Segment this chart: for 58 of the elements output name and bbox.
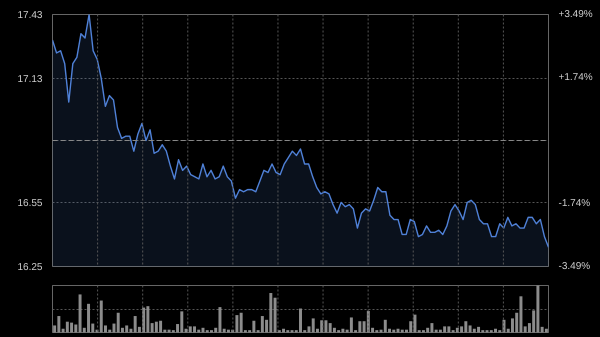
bar [282, 328, 286, 332]
bar [299, 308, 302, 332]
bar [168, 330, 171, 332]
bar [472, 328, 476, 332]
bar [430, 323, 434, 332]
bar [134, 316, 137, 332]
bar [494, 328, 497, 332]
bar [320, 320, 324, 332]
bar [464, 321, 468, 332]
bar [70, 322, 74, 332]
bar [235, 315, 238, 332]
bar [125, 325, 128, 332]
bar [193, 326, 196, 332]
bar [252, 320, 256, 332]
bar [468, 325, 472, 332]
y2-tick-label: -3.49% [558, 261, 590, 272]
y-tick-label: 16.25 [17, 262, 43, 273]
bar [392, 330, 396, 332]
bar [341, 328, 344, 332]
bar [197, 330, 200, 332]
bar [400, 330, 404, 332]
y-tick-label: 16.55 [17, 198, 43, 209]
bar [260, 316, 264, 332]
y-tick-label: 17.43 [17, 10, 43, 21]
bar [154, 322, 158, 332]
bar [438, 330, 442, 332]
bar [324, 320, 328, 332]
bar [218, 307, 222, 332]
y2-tick-label: +1.74% [558, 72, 593, 84]
bar [396, 328, 400, 332]
bar [447, 326, 450, 332]
bar [443, 326, 446, 332]
bar [350, 317, 353, 332]
bar [312, 318, 315, 332]
bar [159, 320, 162, 332]
y-tick-label: 17.13 [17, 74, 43, 86]
y2-tick-label: -1.74% [558, 198, 590, 209]
bar [269, 293, 272, 332]
bar [519, 296, 522, 332]
bar [358, 321, 362, 332]
bar [544, 328, 548, 332]
bar [226, 330, 230, 332]
bar [413, 314, 416, 332]
bar [57, 316, 60, 332]
bar [116, 312, 120, 332]
bar [78, 294, 82, 332]
bar [87, 304, 90, 332]
bar [240, 312, 243, 332]
y2-tick-label: +3.49% [558, 9, 593, 20]
bar [66, 322, 69, 332]
bar [202, 328, 204, 332]
bar [146, 306, 150, 332]
bar [477, 326, 480, 332]
bar [536, 286, 540, 332]
bar [180, 311, 184, 332]
bar [188, 326, 192, 332]
bar [328, 323, 332, 332]
bar [384, 320, 387, 332]
